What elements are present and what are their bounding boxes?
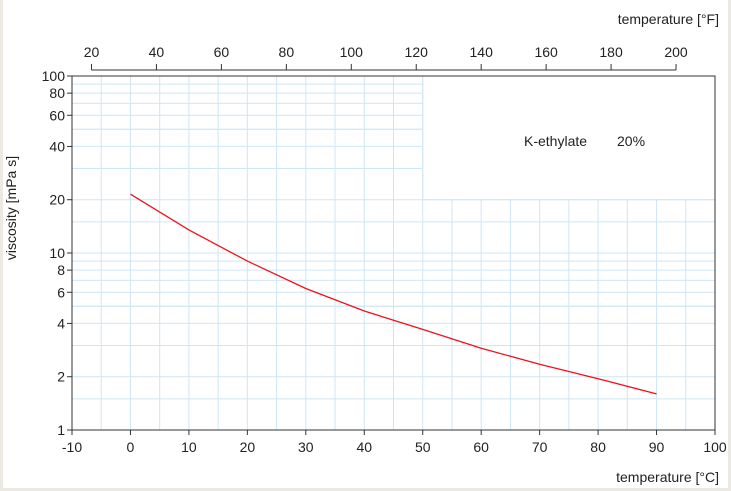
axes [67, 64, 716, 435]
x-tick-label: 70 [532, 439, 548, 455]
x2-axis-title: temperature [°F] [618, 11, 719, 27]
x2-tick-label: 140 [470, 44, 494, 60]
x2-tick-label: 160 [534, 44, 558, 60]
data-point [130, 194, 131, 195]
data-point [305, 288, 306, 289]
y-tick-label: 40 [49, 138, 65, 154]
grid [72, 76, 715, 430]
chart-frame: -10 0 10 20 30 40 50 60 70 80 90 100 1 2 4 6 8 10 20 40 60 80… [3, 0, 728, 488]
x-tick-label: 40 [356, 439, 372, 455]
x-tick-label: -10 [62, 439, 82, 455]
series-layer [130, 193, 657, 395]
viscosity-curve [130, 193, 657, 395]
data-point [247, 260, 248, 261]
labels-layer: -10 0 10 20 30 40 50 60 70 80 90 100124681020406080… [3, 11, 727, 485]
y-tick-label: 8 [57, 262, 65, 278]
y-tick-label: 20 [49, 192, 65, 208]
annotation-label: K-ethylate [524, 133, 587, 149]
y-tick-label: 80 [49, 85, 65, 101]
x-tick-label: 0 [127, 439, 135, 455]
data-point [364, 310, 365, 311]
x-tick-label: 60 [473, 439, 489, 455]
y-tick-label: 2 [57, 369, 65, 385]
y-tick-label: 4 [57, 315, 65, 331]
x-tick-label: 10 [181, 439, 197, 455]
x-axis-title: temperature [°C] [616, 469, 719, 485]
y-tick-label: 60 [49, 107, 65, 123]
x2-tick-label: 40 [149, 44, 165, 60]
data-point [188, 229, 189, 230]
x-tick-label: 30 [298, 439, 314, 455]
annotation-value: 20% [617, 133, 645, 149]
y-axis-title: viscosity [mPa s] [3, 156, 19, 260]
x2-tick-label: 200 [664, 44, 688, 60]
x2-tick-label: 20 [84, 44, 100, 60]
viscosity-chart: -10 0 10 20 30 40 50 60 70 80 90 100124681020406080… [3, 11, 727, 485]
x2-tick-label: 100 [340, 44, 364, 60]
x2-tick-label: 60 [214, 44, 230, 60]
x2-tick-label: 180 [599, 44, 623, 60]
y-tick-label: 10 [49, 245, 65, 261]
data-point [481, 348, 482, 349]
y-tick-label: 6 [57, 284, 65, 300]
y-tick-label: 1 [57, 422, 65, 438]
x-tick-label: 100 [703, 439, 727, 455]
x-tick-label: 50 [415, 439, 431, 455]
x-tick-label: 80 [590, 439, 606, 455]
x2-tick-label: 120 [405, 44, 429, 60]
x2-tick-label: 80 [279, 44, 295, 60]
data-point [656, 393, 657, 394]
x-tick-label: 20 [240, 439, 256, 455]
data-point [539, 364, 540, 365]
data-point [422, 329, 423, 330]
y-tick-label: 100 [42, 68, 66, 84]
data-point [597, 378, 598, 379]
x-tick-label: 90 [649, 439, 665, 455]
